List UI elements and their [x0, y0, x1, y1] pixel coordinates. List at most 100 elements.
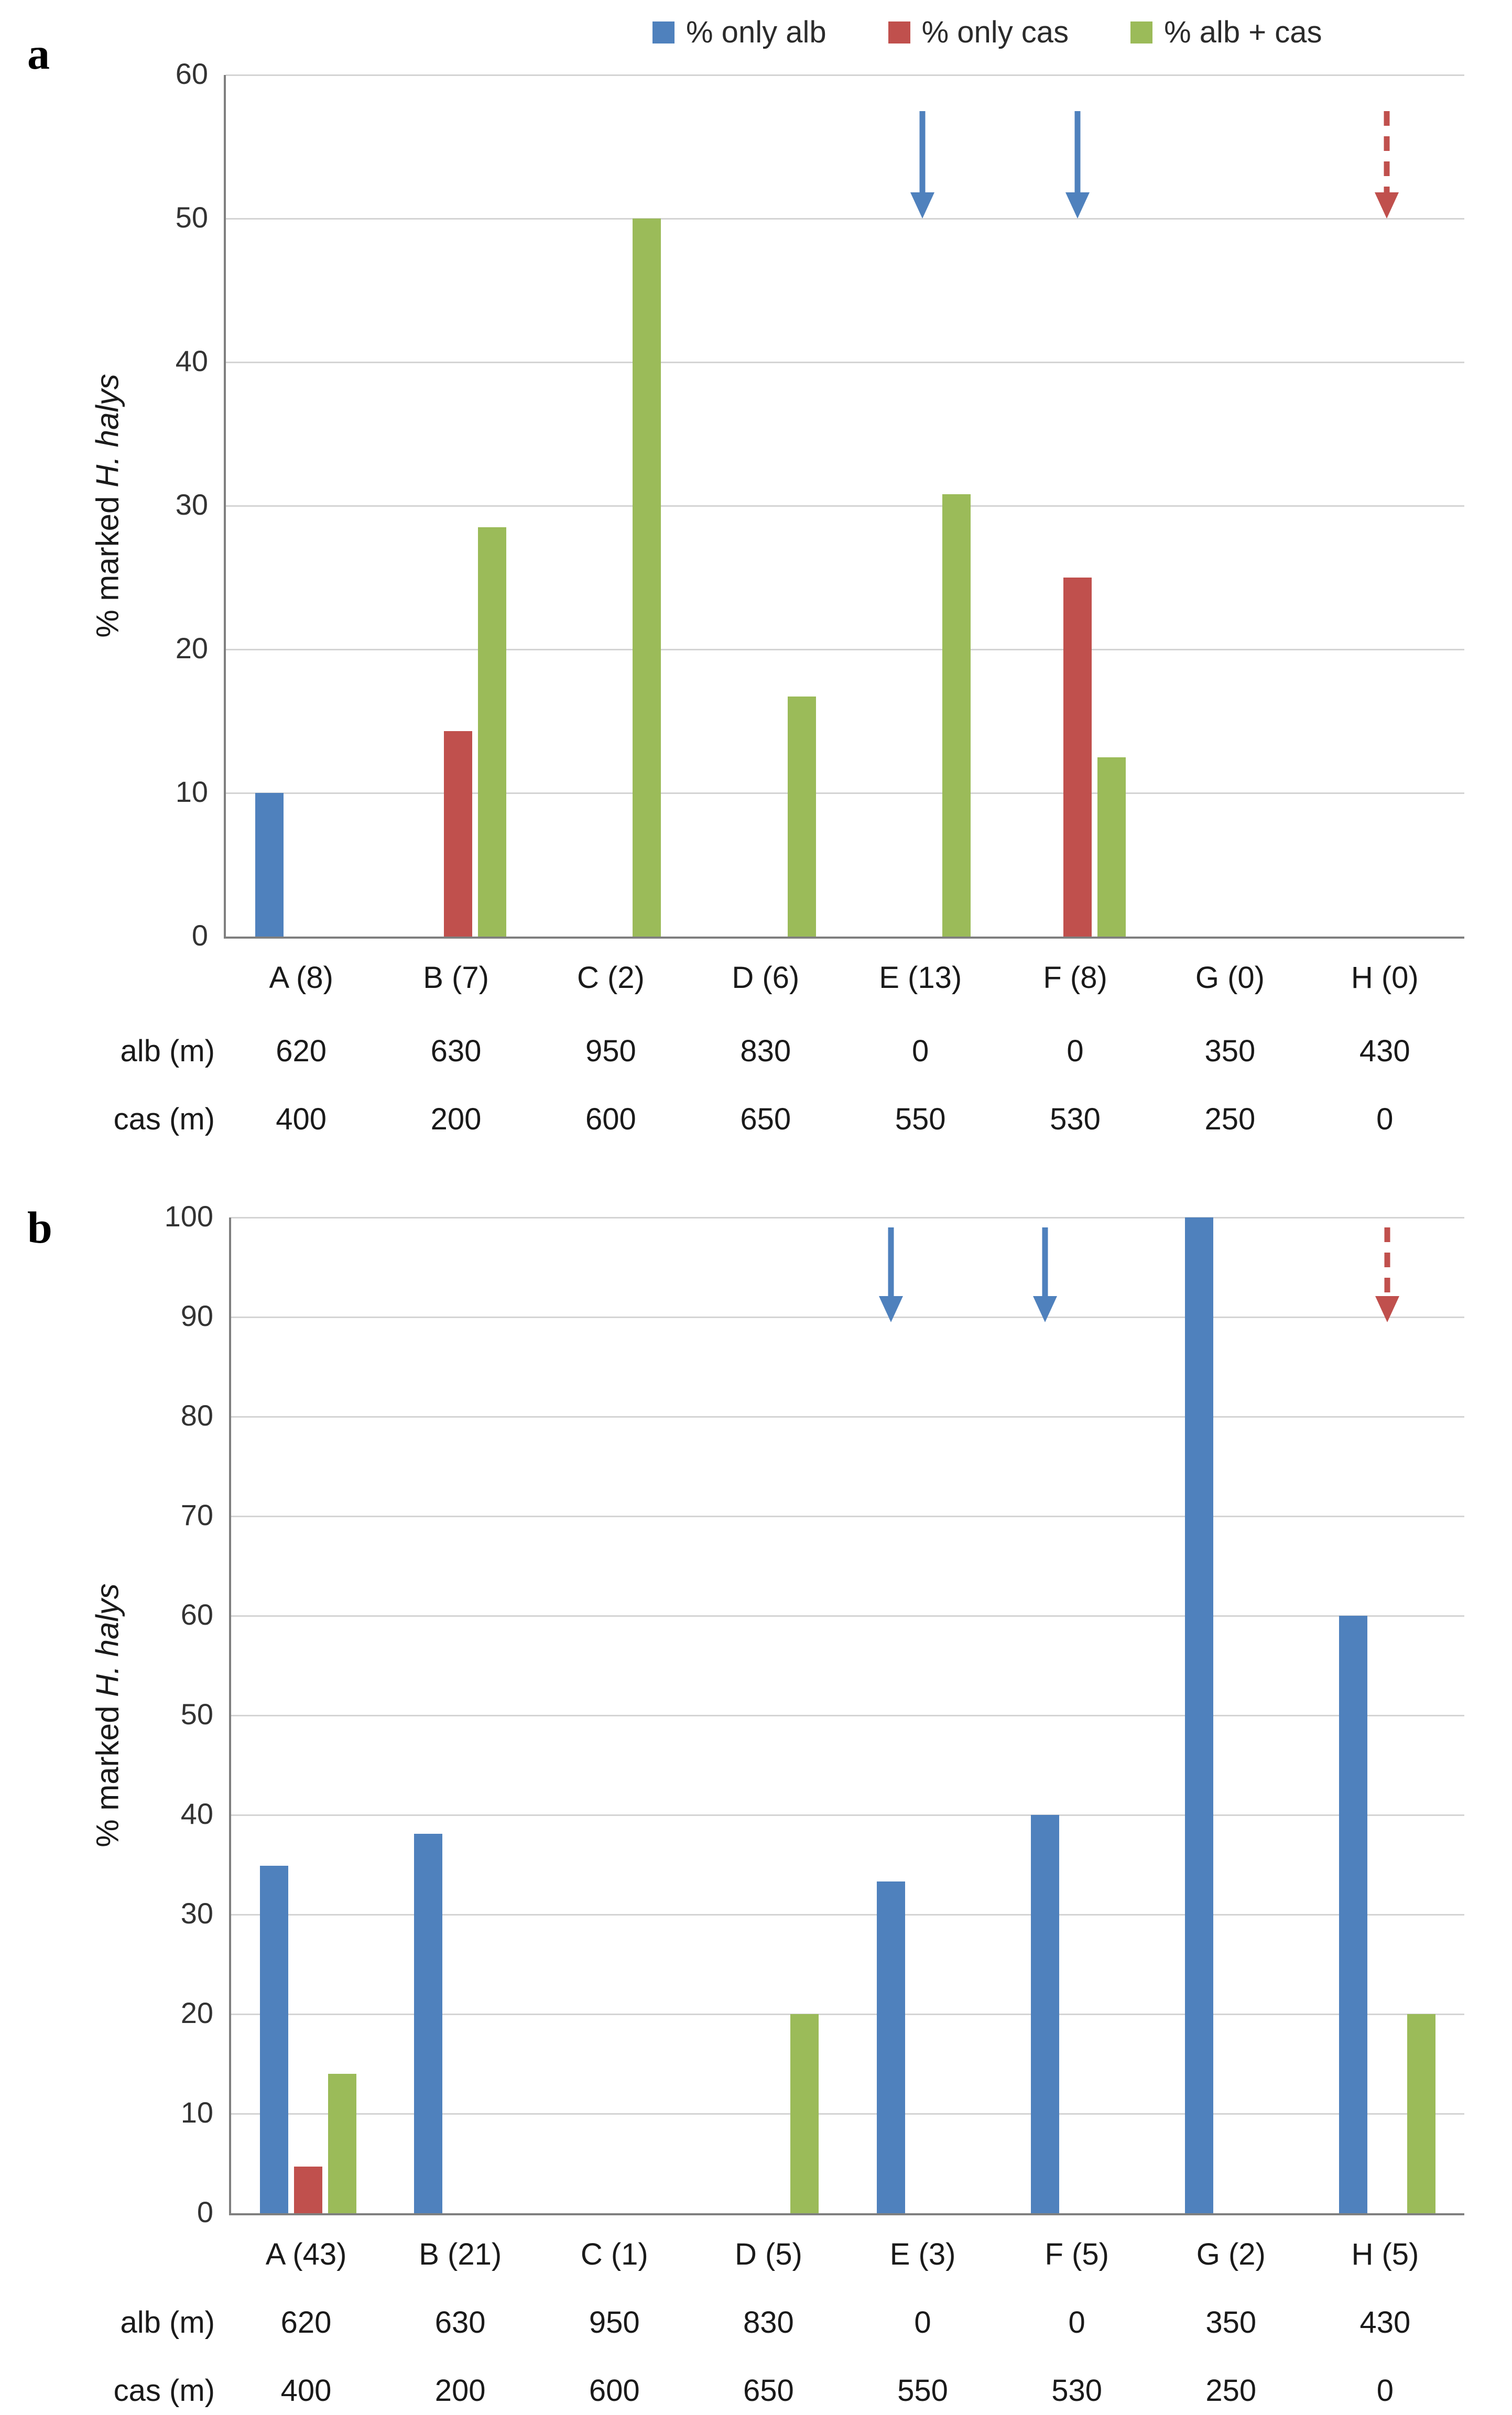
bar-a-F-alb-cas [1097, 757, 1126, 937]
x-category-label: B (21) [419, 2237, 502, 2271]
table-cell-cas-C: 600 [589, 2374, 640, 2408]
legend-swatch-both-icon [1130, 21, 1153, 43]
y-tick-100: 100 [164, 1200, 213, 1233]
gridline-40 [231, 1814, 1464, 1816]
x-category-label: C (2) [576, 961, 645, 995]
gridline-10 [226, 792, 1464, 794]
gridline-70 [231, 1515, 1464, 1517]
gridline-50 [226, 217, 1464, 220]
bar-b-A-only-alb [260, 1865, 289, 2213]
x-category-label: E (3) [889, 2237, 956, 2271]
gridline-50 [231, 1714, 1464, 1716]
table-cell-alb-A: 620 [280, 2305, 332, 2340]
table-cell-cas-A: 400 [280, 2374, 332, 2408]
bar-group-G [1156, 1217, 1310, 2213]
bar-a-B-only-cas [444, 731, 473, 937]
gridline-30 [231, 1913, 1464, 1916]
bar-group-B [385, 1217, 539, 2213]
y-tick-60: 60 [180, 1598, 213, 1631]
x-category-label: F (5) [1045, 2237, 1109, 2271]
table-row-label-cas: cas (m) [113, 1102, 215, 1136]
x-category-label: E (13) [879, 961, 962, 995]
table-cell-alb-F: 0 [1068, 2305, 1085, 2340]
table-cell-cas-F: 530 [1051, 2374, 1103, 2408]
bar-group-A [231, 1217, 385, 2213]
bar-group-B [380, 75, 535, 937]
solid-down-arrow-icon [1065, 111, 1090, 219]
legend-swatch-cas-icon [888, 21, 910, 43]
bar-a-D-alb-cas [787, 697, 816, 937]
gridline-60 [231, 1615, 1464, 1617]
chart-legend: % only alb % only cas % alb + cas [652, 15, 1322, 50]
gridline-20 [231, 2013, 1464, 2015]
x-category-label: H (0) [1351, 961, 1419, 995]
arrow-shaft [919, 111, 926, 195]
table-cell-cas-E: 550 [897, 2374, 948, 2408]
y-tick-90: 90 [180, 1299, 213, 1333]
table-cell-cas-D: 650 [740, 1102, 791, 1136]
legend-swatch-alb-icon [652, 21, 675, 43]
bar-b-D-alb-cas [790, 2014, 819, 2213]
bar-group-G [1155, 75, 1309, 937]
gridline-10 [231, 2113, 1464, 2115]
x-category-label: A (8) [269, 961, 333, 995]
bar-a-B-alb-cas [478, 527, 507, 937]
gridline-80 [231, 1416, 1464, 1418]
table-cell-cas-E: 550 [895, 1102, 946, 1136]
bar-group-F [1002, 1217, 1156, 2213]
bar-b-F-only-alb [1030, 1815, 1059, 2213]
solid-down-arrow-icon [1032, 1227, 1057, 1322]
panel-b-plot-area [229, 1216, 1464, 2215]
solid-down-arrow-icon [878, 1227, 903, 1322]
bar-group-D [693, 1217, 847, 2213]
y-tick-60: 60 [175, 57, 208, 91]
x-category-label: F (8) [1043, 961, 1107, 995]
x-category-label: G (0) [1195, 961, 1265, 995]
bar-a-E-alb-cas [942, 494, 971, 937]
y-tick-40: 40 [180, 1797, 213, 1831]
table-cell-alb-C: 950 [589, 2305, 640, 2340]
gridline-40 [226, 361, 1464, 363]
legend-label-only-cas: % only cas [921, 15, 1069, 49]
arrow-shaft [888, 1227, 894, 1299]
legend-label-only-alb: % only alb [686, 15, 826, 49]
table-cell-cas-D: 650 [743, 2374, 794, 2408]
bar-group-F [1000, 75, 1155, 937]
bar-group-C [536, 75, 690, 937]
legend-label-alb-cas: % alb + cas [1164, 15, 1322, 49]
gridline-30 [226, 505, 1464, 507]
arrow-head [910, 192, 935, 219]
bar-b-H-alb-cas [1407, 2014, 1435, 2213]
x-category-label: D (6) [732, 961, 800, 995]
table-cell-alb-F: 0 [1067, 1034, 1084, 1068]
y-tick-30: 30 [175, 488, 208, 521]
solid-down-arrow-icon [910, 111, 935, 219]
table-cell-cas-G: 250 [1205, 2374, 1257, 2408]
arrow-head [1375, 192, 1399, 219]
arrow-head [1032, 1296, 1057, 1322]
dashed-down-arrow-icon [1375, 111, 1399, 219]
table-row-label-alb: alb (m) [120, 2305, 215, 2340]
bar-b-E-only-alb [876, 1881, 905, 2213]
legend-item-only-cas: % only cas [888, 15, 1069, 50]
table-row-label-alb: alb (m) [120, 1034, 215, 1068]
arrow-shaft [1074, 111, 1081, 195]
table-cell-alb-G: 350 [1205, 2305, 1257, 2340]
table-cell-cas-C: 600 [585, 1102, 636, 1136]
y-tick-0: 0 [191, 919, 208, 952]
y-tick-10: 10 [175, 775, 208, 809]
gridline-60 [226, 74, 1464, 76]
table-cell-alb-H: 430 [1359, 1034, 1410, 1068]
bar-group-E [845, 75, 1000, 937]
y-tick-70: 70 [180, 1498, 213, 1532]
y-tick-80: 80 [180, 1399, 213, 1432]
arrow-shaft [1384, 1227, 1390, 1299]
table-cell-alb-B: 630 [434, 2305, 486, 2340]
bar-b-B-only-alb [414, 1834, 443, 2213]
x-category-label: D (5) [734, 2237, 802, 2271]
y-tick-50: 50 [180, 1698, 213, 1731]
table-cell-alb-C: 950 [585, 1034, 636, 1068]
y-tick-30: 30 [180, 1897, 213, 1930]
bar-a-A-only-alb [255, 793, 284, 937]
table-cell-cas-H: 0 [1376, 2374, 1394, 2408]
